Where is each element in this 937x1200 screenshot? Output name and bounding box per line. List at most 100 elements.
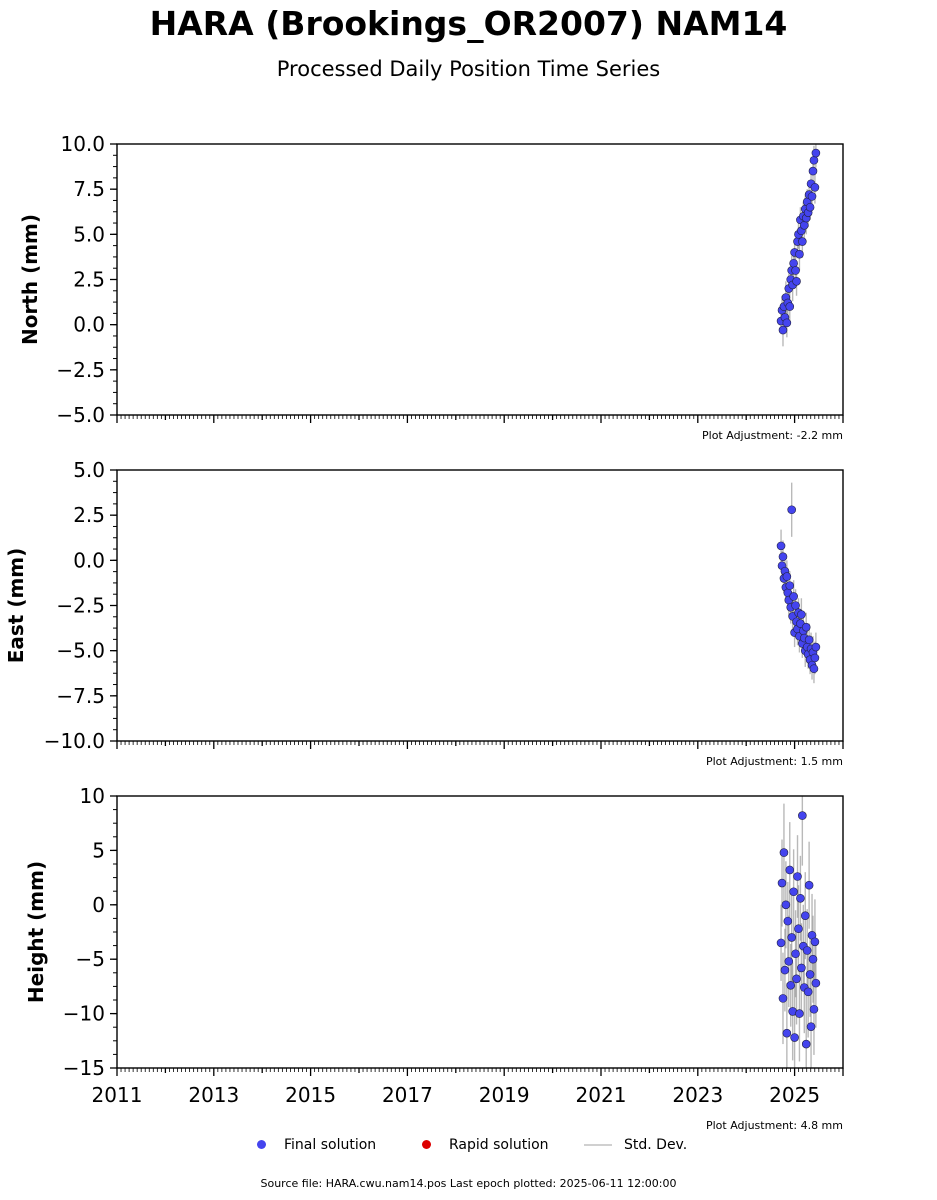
data-point [809,664,819,674]
data-point [782,318,792,328]
data-point [811,642,821,652]
east-plot-adjustment: Plot Adjustment: 1.5 mm [705,755,843,768]
y-tick-label: 10.0 [60,132,105,156]
data-point [804,880,814,890]
x-tick-label: 2015 [285,1083,336,1107]
data-point [801,1039,811,1049]
rapid-solution-marker-icon [422,1139,431,1149]
chart-title: HARA (Brookings_OR2007) NAM14 [149,4,788,43]
data-point [778,994,788,1003]
y-axis-label: East (mm) [4,548,28,664]
plot-frame [116,143,844,416]
legend-item-final: Final solution [257,1137,376,1153]
data-point [783,916,793,926]
x-tick-label: 2021 [576,1083,627,1107]
x-tick-label: 2023 [672,1083,723,1107]
data-point [800,911,810,920]
data-point [776,541,786,551]
legend-std-label: Std. Dev. [624,1137,688,1153]
data-point [781,900,791,910]
data-point [791,601,800,610]
data-point [789,258,798,268]
data-point [785,302,795,311]
data-point [806,1022,816,1031]
data-point [808,166,818,176]
y-tick-label: −15 [63,1056,105,1080]
data-point [798,811,807,820]
legend-final-label: Final solution [284,1137,377,1153]
legend: Final solution Rapid solution Std. Dev. [0,1137,937,1157]
data-point [810,937,820,947]
data-point [799,221,809,230]
data-point [809,1004,819,1014]
y-axis-label: Height (mm) [24,861,48,1003]
data-point [778,325,788,335]
data-point [792,277,801,286]
data-point [784,957,794,966]
data-point [802,946,812,955]
data-point [786,981,796,990]
x-tick-label: 2025 [769,1083,820,1107]
x-tick-label: 2017 [382,1083,433,1107]
plot-frame [116,795,844,1069]
y-tick-label: 0 [92,893,105,917]
data-point [785,865,795,875]
data-point [804,635,814,645]
height-plot-adjustment: Plot Adjustment: 4.8 mm [705,1119,843,1132]
data-point [811,978,821,988]
y-tick-label: 7.5 [73,177,105,201]
data-point [803,987,813,997]
y-tick-label: 2.5 [73,268,105,292]
data-point [787,933,796,942]
data-point [810,653,820,663]
legend-item-rapid: Rapid solution [422,1137,549,1153]
data-point [808,954,818,964]
data-point [782,572,792,581]
data-point [801,622,811,632]
y-tick-label: 0.0 [73,548,105,572]
y-tick-label: 5 [92,838,105,862]
y-tick-label: −2.5 [56,358,105,382]
y-tick-label: −2.5 [56,594,105,618]
data-point [805,202,815,212]
legend-item-std: Std. Dev. [584,1137,687,1153]
x-tick-label: 2011 [92,1083,143,1107]
data-point [811,148,821,158]
data-point [779,848,789,857]
y-tick-label: −5 [76,947,105,971]
data-point [785,581,795,590]
y-tick-label: 5.0 [73,222,105,246]
north-plot-adjustment: Plot Adjustment: -2.2 mm [702,429,843,442]
data-point [780,965,790,975]
y-tick-label: −7.5 [56,684,105,708]
data-point [795,249,804,259]
data-point [809,155,819,165]
y-tick-label: −5.0 [56,403,105,427]
data-point [789,887,798,897]
y-tick-label: 10 [80,784,105,808]
data-point [777,878,787,888]
data-point [797,610,806,619]
data-point [776,938,786,948]
y-tick-label: −5.0 [56,639,105,663]
data-point [782,1028,792,1038]
std-dev-line-icon [584,1144,612,1146]
y-tick-label: 0.0 [73,313,105,337]
x-tick-label: 2019 [479,1083,530,1107]
y-axis-label: North (mm) [18,214,42,345]
data-point [792,974,801,984]
data-point [805,970,815,979]
y-tick-label: 2.5 [73,503,105,527]
final-solution-marker-icon [257,1139,266,1149]
data-point [807,192,817,201]
data-point [787,505,796,515]
data-point [791,949,800,959]
data-point [798,237,807,246]
source-footer: Source file: HARA.cwu.nam14.pos Last epo… [260,1177,677,1190]
data-point [793,872,802,881]
data-point [810,183,820,192]
chart-subtitle: Processed Daily Position Time Series [276,57,661,81]
data-point [791,266,800,275]
data-point [797,963,806,973]
y-tick-label: −10 [63,1002,105,1026]
